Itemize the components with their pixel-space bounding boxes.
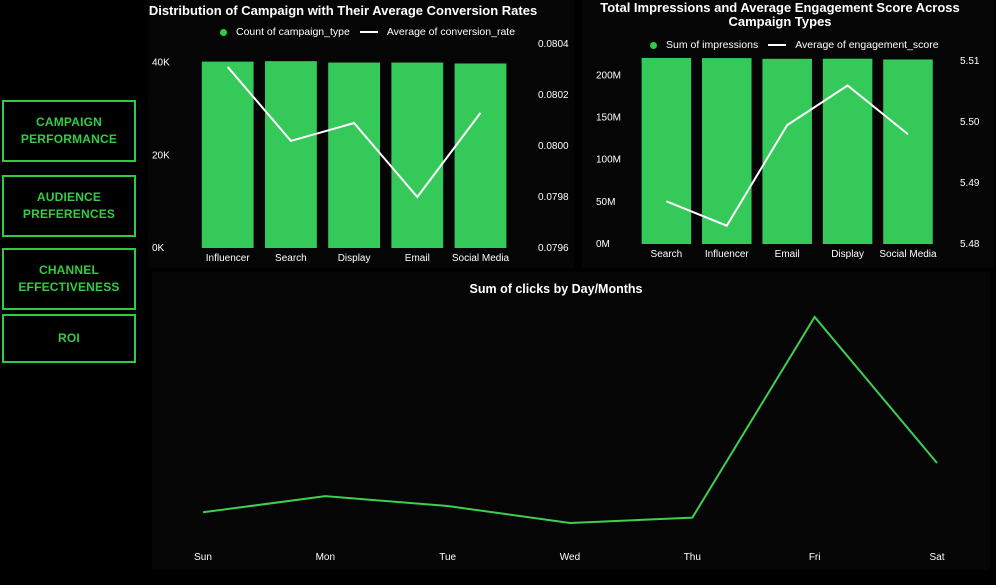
x-tick-label: Tue xyxy=(439,552,456,563)
legend-entry: Sum of impressions xyxy=(666,39,759,51)
y-right-tick-label: 0.0800 xyxy=(538,141,569,152)
channel-effectiveness-button[interactable]: CHANNEL EFFECTIVENESS xyxy=(2,248,136,310)
y-left-tick-label: 150M xyxy=(596,112,621,123)
bar xyxy=(454,63,507,248)
y-right-tick-label: 0.0796 xyxy=(538,243,569,254)
audience-preferences-button[interactable]: AUDIENCE PREFERENCES xyxy=(2,175,136,237)
bar xyxy=(641,57,692,244)
chart-title: Sum of clicks by Day/Months xyxy=(469,282,643,296)
legend-bar-marker xyxy=(650,41,657,49)
series-line xyxy=(226,66,482,199)
y-left-tick-label: 0K xyxy=(152,243,165,254)
x-tick-label: Email xyxy=(775,249,800,260)
clicks-chart: Sun Mon Tue Wed Thu Fri Sat xyxy=(194,315,945,563)
y-left-tick-label: 50M xyxy=(596,197,615,208)
x-tick-label: Search xyxy=(275,253,307,264)
x-tick-label: Social Media xyxy=(879,249,937,260)
clicks-chart-panel: Sum of clicks by Day/Months Sun Mon Tue Wed… xyxy=(152,272,990,570)
conversion-chart: Influencer Search Display Email Social Media… xyxy=(152,39,569,264)
y-left-tick-label: 200M xyxy=(596,70,621,81)
chart-title: Total Impressions and Average Engagement… xyxy=(600,0,960,29)
legend-entry: Average of engagement_score xyxy=(795,39,939,51)
bar xyxy=(762,58,812,244)
legend-line-marker xyxy=(359,31,378,33)
bar xyxy=(702,58,752,245)
series-line xyxy=(202,315,938,525)
impressions-chart: Search Influencer Email Display Social Media… xyxy=(596,56,980,260)
chart-legend: Sum of impressions Average of engagement… xyxy=(650,39,939,51)
y-right-tick-label: 5.48 xyxy=(960,239,980,250)
y-right-tick-label: 5.50 xyxy=(960,117,980,128)
y-left-tick-label: 20K xyxy=(152,150,170,161)
conversion-chart-panel: Distribution of Campaign with Their Aver… xyxy=(148,0,574,268)
legend-bar-marker xyxy=(220,28,227,36)
x-tick-label: Sun xyxy=(194,552,212,563)
bar xyxy=(328,62,381,248)
y-left-tick-label: 0M xyxy=(596,239,610,250)
x-tick-label: Fri xyxy=(809,552,821,563)
y-right-tick-label: 5.51 xyxy=(960,56,980,67)
x-tick-label: Sat xyxy=(929,552,944,563)
y-right-tick-label: 0.0798 xyxy=(538,192,569,203)
campaign-performance-button[interactable]: CAMPAIGN PERFORMANCE xyxy=(2,100,136,162)
roi-button[interactable]: ROI xyxy=(2,314,136,363)
x-tick-label: Influencer xyxy=(206,253,251,264)
y-right-tick-label: 0.0804 xyxy=(538,39,569,50)
x-tick-label: Social Media xyxy=(452,253,510,264)
bar xyxy=(822,58,873,245)
chart-legend: Count of campaign_type Average of conver… xyxy=(220,26,515,38)
x-tick-label: Display xyxy=(338,253,371,264)
legend-line-marker xyxy=(768,44,787,46)
chart-title: Distribution of Campaign with Their Aver… xyxy=(148,3,538,18)
x-tick-label: Thu xyxy=(684,552,701,563)
x-tick-label: Display xyxy=(831,249,864,260)
x-tick-label: Search xyxy=(651,249,683,260)
x-tick-label: Email xyxy=(405,253,430,264)
legend-entry: Count of campaign_type xyxy=(236,26,350,38)
bar xyxy=(883,59,933,244)
series-line xyxy=(666,84,909,227)
y-left-tick-label: 100M xyxy=(596,155,621,166)
x-tick-label: Mon xyxy=(316,552,335,563)
y-left-tick-label: 40K xyxy=(152,58,170,69)
y-right-tick-label: 0.0802 xyxy=(538,90,569,101)
x-tick-label: Influencer xyxy=(705,249,750,260)
bar xyxy=(391,62,444,248)
bar xyxy=(264,61,317,249)
legend-entry: Average of conversion_rate xyxy=(386,26,516,38)
y-right-tick-label: 5.49 xyxy=(960,178,980,189)
x-tick-label: Wed xyxy=(560,552,580,563)
bar xyxy=(201,61,254,249)
impressions-chart-panel: Total Impressions and Average Engagement… xyxy=(582,0,994,268)
